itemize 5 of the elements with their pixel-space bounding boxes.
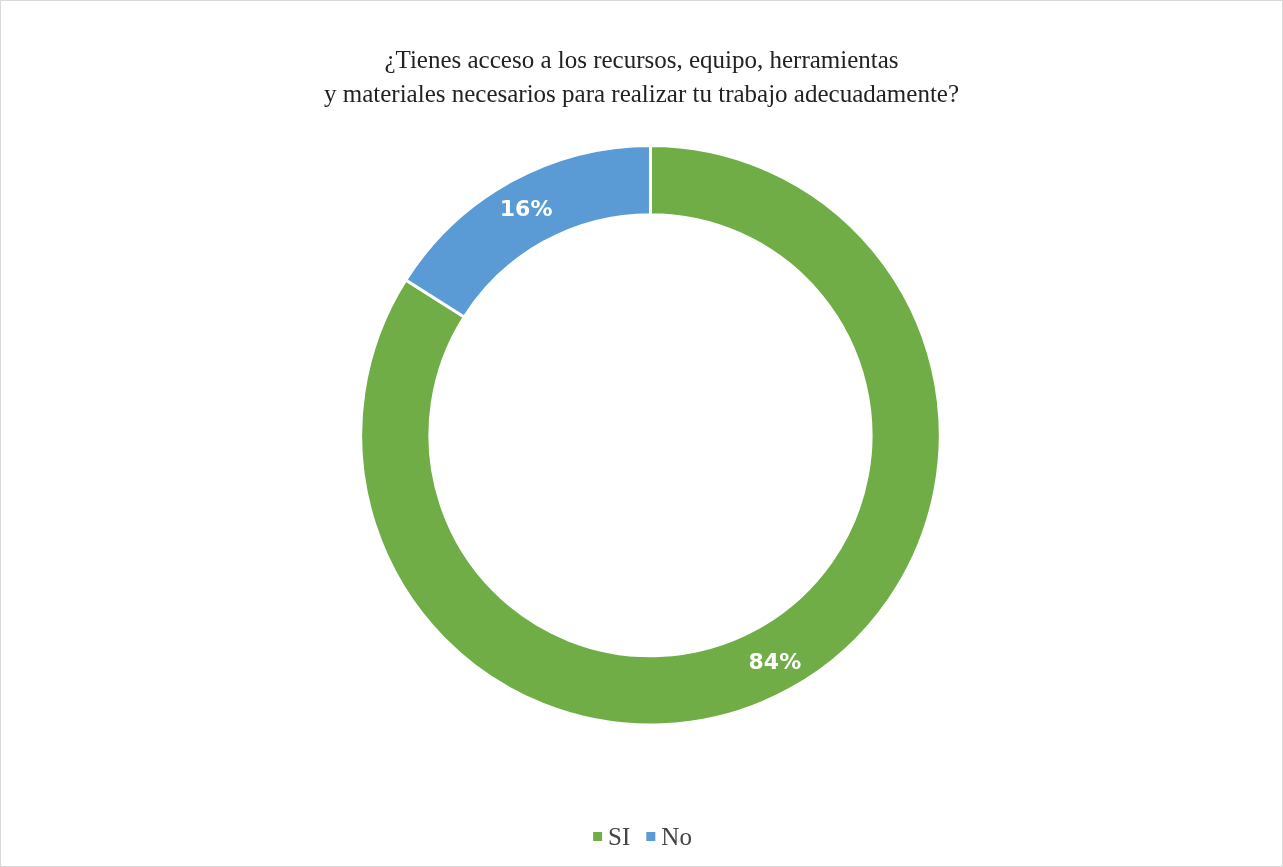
chart-title: ¿Tienes acceso a los recursos, equipo, herramientas y materiales necesarios para realizar tu trabajo adecuadamente? — [323, 45, 960, 107]
legend-label: No — [661, 823, 692, 850]
data-label: 84% — [748, 648, 802, 674]
data-label: 16% — [499, 196, 553, 222]
legend-label: SI — [608, 823, 631, 850]
